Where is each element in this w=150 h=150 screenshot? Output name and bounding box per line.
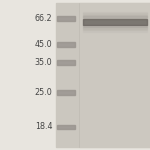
Bar [56, 3, 150, 147]
Bar [82, 28, 147, 30]
Bar [82, 13, 147, 15]
Bar [82, 19, 147, 25]
Bar [82, 15, 147, 16]
Text: 25.0: 25.0 [35, 88, 52, 97]
Bar [57, 42, 75, 46]
Bar [57, 60, 75, 64]
Text: 45.0: 45.0 [35, 40, 52, 49]
Text: 66.2: 66.2 [35, 14, 52, 23]
Bar [79, 3, 150, 147]
Text: 18.4: 18.4 [35, 122, 52, 131]
Bar [82, 16, 147, 18]
Bar [82, 30, 147, 32]
Bar [57, 16, 75, 21]
Text: 35.0: 35.0 [35, 58, 52, 67]
Bar [82, 25, 147, 27]
Bar [57, 90, 75, 94]
Bar [82, 12, 147, 13]
Bar [82, 27, 147, 28]
Bar [57, 124, 75, 129]
